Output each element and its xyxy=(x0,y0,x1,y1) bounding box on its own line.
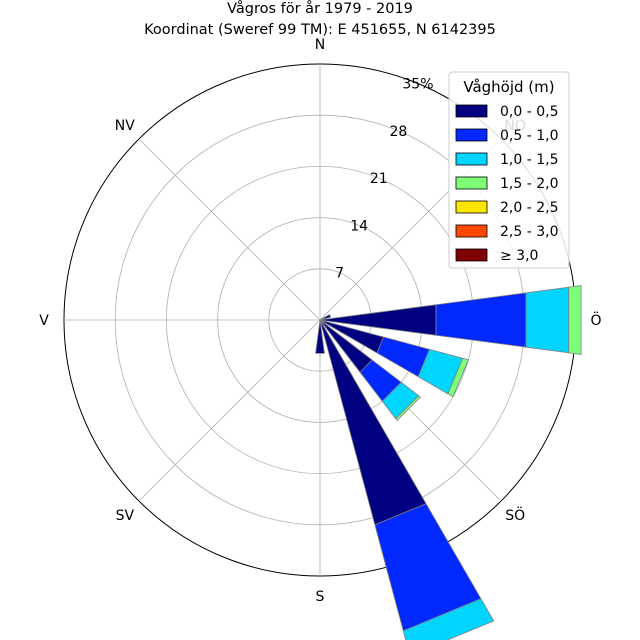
direction-label: V xyxy=(39,313,49,329)
grid-spoke xyxy=(138,138,321,321)
legend-swatch xyxy=(455,128,488,142)
axis-labels: NNOÖSÖSSVVNV714212835% xyxy=(39,37,601,605)
wave-bar-segment xyxy=(435,292,527,348)
legend-label: 0,5 - 1,0 xyxy=(500,128,558,144)
direction-label: SV xyxy=(116,508,135,524)
legend-swatch xyxy=(455,176,488,190)
legend-label: 2,0 - 2,5 xyxy=(500,200,558,216)
legend-swatch xyxy=(455,104,488,118)
radial-tick-label: 35% xyxy=(402,76,433,92)
chart-title: Vågros för år 1979 - 2019 xyxy=(227,0,413,17)
wave-bar-segment xyxy=(447,357,469,398)
direction-label: S xyxy=(316,589,325,605)
legend-label: 2,5 - 3,0 xyxy=(500,224,558,240)
legend-label: 0,0 - 0,5 xyxy=(500,104,558,120)
radial-tick-label: 21 xyxy=(370,171,388,187)
legend-label: 1,5 - 2,0 xyxy=(500,176,558,192)
grid-spoke xyxy=(138,319,321,502)
wave-bar-segment xyxy=(568,285,582,355)
direction-label: SÖ xyxy=(505,506,525,524)
wave-bar-segment xyxy=(319,313,332,321)
legend-swatch xyxy=(455,200,488,214)
radial-tick-label: 28 xyxy=(389,124,407,140)
legend-label: ≥ 3,0 xyxy=(500,248,538,264)
legend-title: Våghöjd (m) xyxy=(463,78,554,96)
direction-label: N xyxy=(315,37,325,53)
wave-bars xyxy=(315,285,582,640)
radial-tick-label: 7 xyxy=(335,266,344,282)
wave-bar-segment xyxy=(319,304,437,336)
radial-tick-label: 14 xyxy=(350,218,368,234)
legend: Våghöjd (m) 0,0 - 0,5 0,5 - 1,0 1,0 - 1,5 1… xyxy=(448,71,570,269)
direction-label: NV xyxy=(115,118,135,134)
wave-bar-segment xyxy=(395,395,421,421)
direction-label: Ö xyxy=(590,311,601,329)
wave-bar-segment xyxy=(525,286,570,354)
legend-frame xyxy=(448,71,570,269)
wave-bar-segment xyxy=(315,319,325,354)
wave-bar-segment xyxy=(402,598,495,640)
legend-swatch xyxy=(455,248,488,262)
chart-subtitle: Koordinat (Sweref 99 TM): E 451655, N 61… xyxy=(144,22,496,38)
legend-swatch xyxy=(455,224,488,238)
legend-label: 1,0 - 1,5 xyxy=(500,152,558,168)
legend-swatch xyxy=(455,152,488,166)
